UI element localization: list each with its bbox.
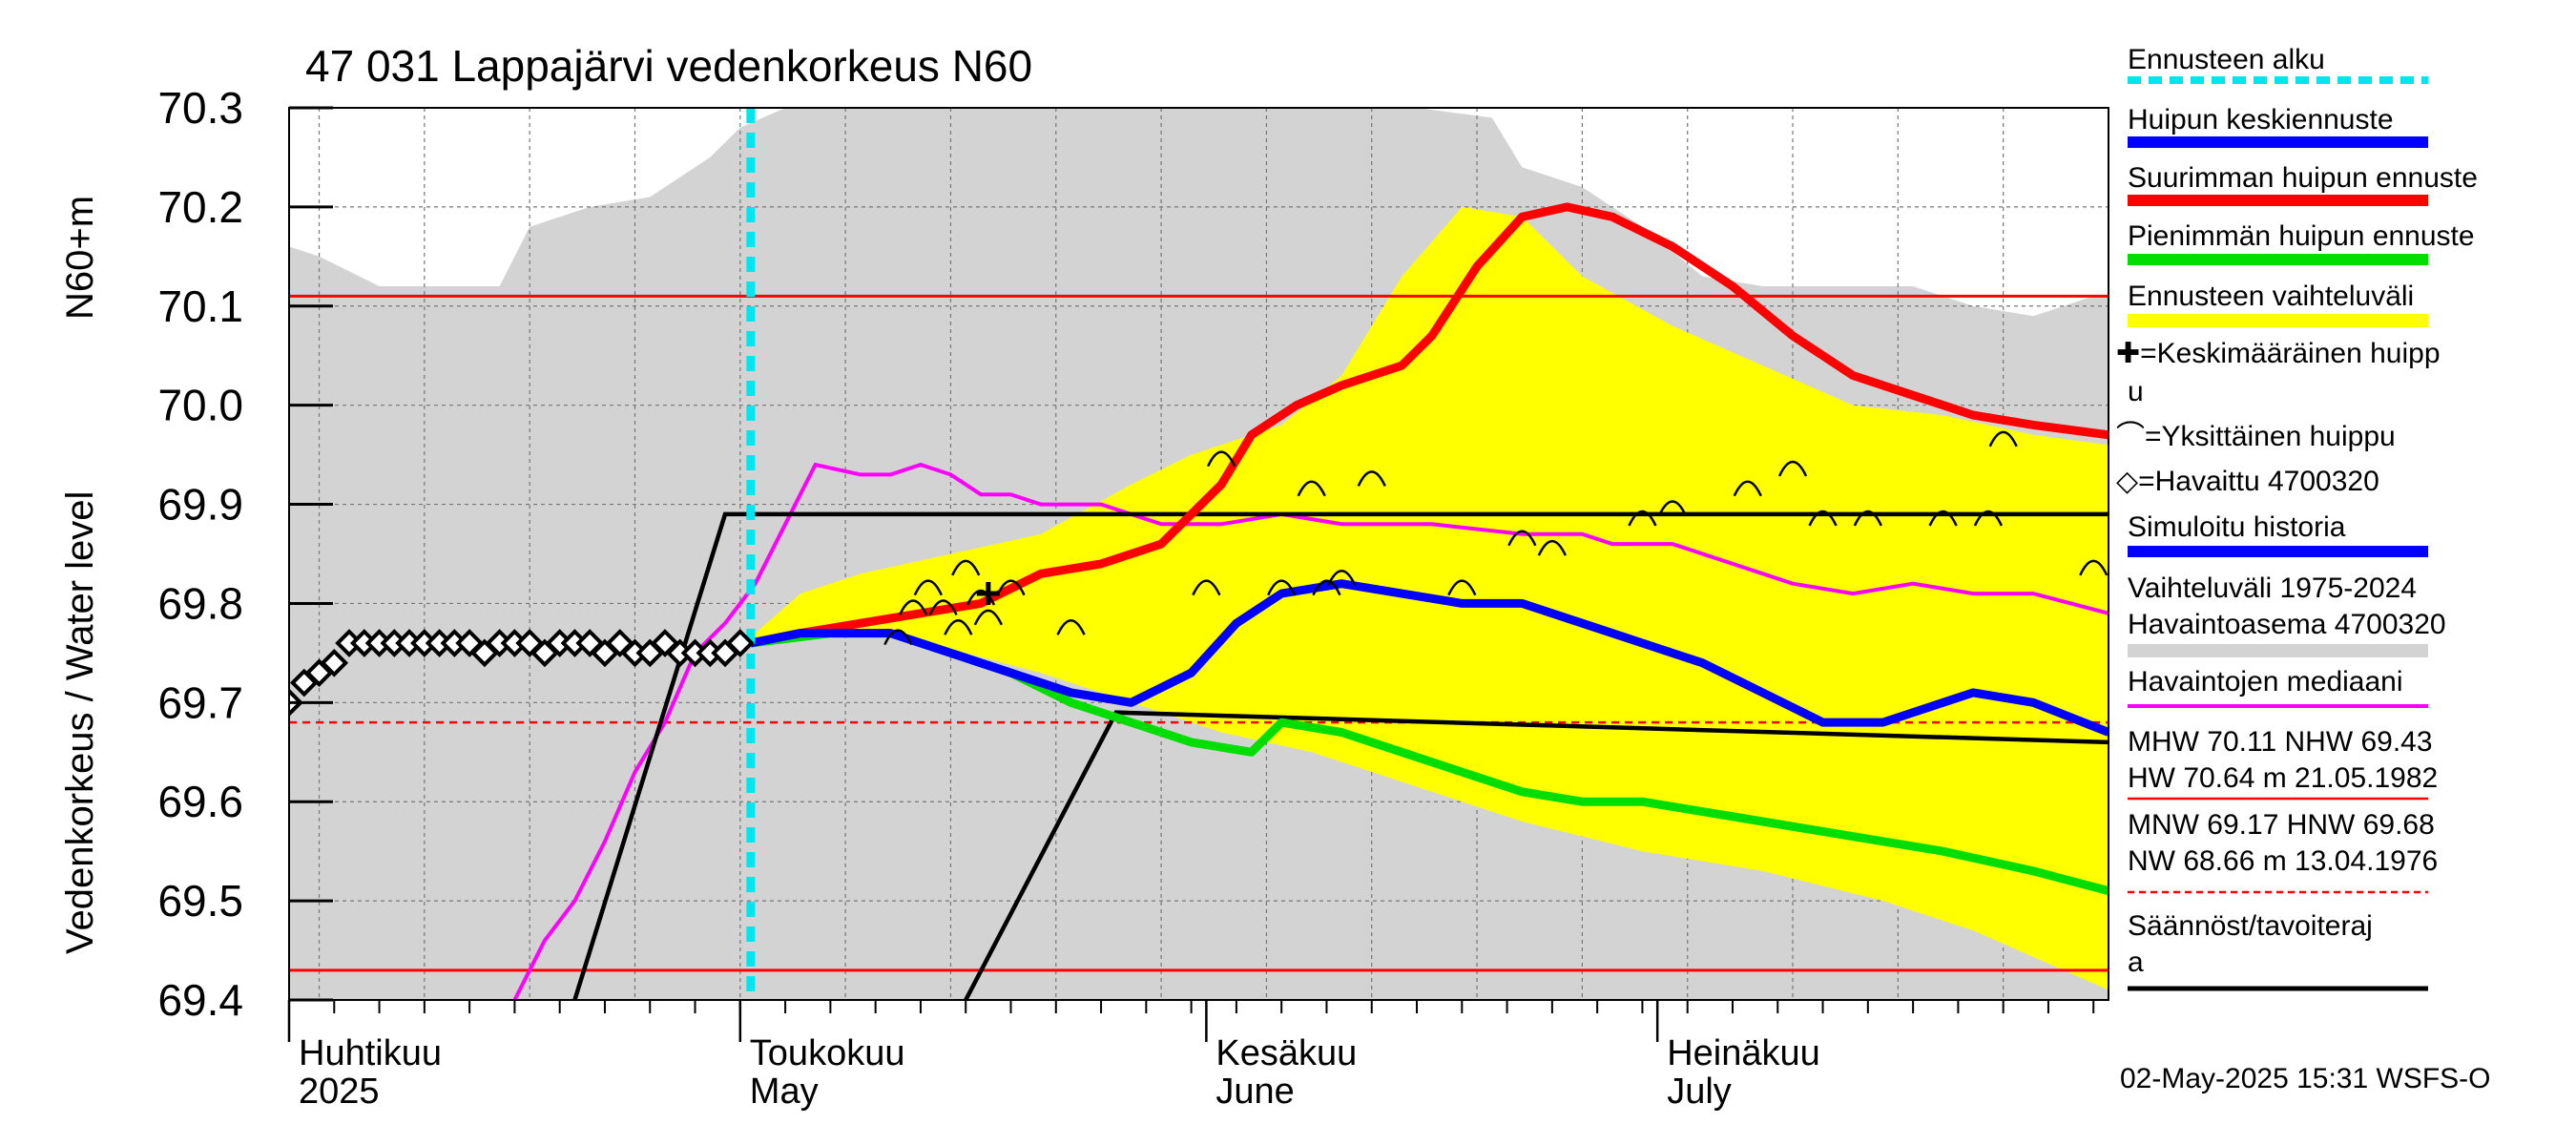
individual-peak-marker <box>1973 510 2004 527</box>
mean-forecast-line <box>749 579 2109 737</box>
observed-point <box>455 629 484 657</box>
x-month-label: Toukokuu <box>750 1033 905 1073</box>
individual-peak-marker <box>996 579 1026 596</box>
individual-peak-marker <box>1447 579 1477 596</box>
individual-peak-marker <box>1733 480 1762 497</box>
legend-mean-peak-label: ✚=Keskimääräinen huipp <box>2116 338 2441 369</box>
legend-rule-label: Säännöst/tavoiteraj <box>2128 910 2373 942</box>
plot-content <box>289 108 2109 1000</box>
mean-peak-marker <box>976 582 1000 606</box>
individual-peak-marker <box>1628 510 1657 527</box>
x-month-label: Kesäkuu <box>1215 1033 1357 1073</box>
legend: Ennusteen alku Huipun keskiennuste Suuri… <box>2116 44 2478 991</box>
legend-forecast-range-label: Ennusteen vaihteluväli <box>2128 281 2414 312</box>
observed-point <box>575 629 605 657</box>
legend-mean-forecast-label: Huipun keskiennuste <box>2128 104 2394 135</box>
individual-peak-marker <box>1988 430 2018 448</box>
individual-peak-marker <box>1267 579 1297 596</box>
legend-hist-range-label-cont: Havaintoasema 4700320 <box>2128 609 2446 640</box>
legend-forecast-start-label: Ennusteen alku <box>2128 44 2325 75</box>
legend-stats-mnw: MNW 69.17 HNW 69.68 <box>2128 809 2435 841</box>
y-tick-label: 69.8 <box>157 578 243 628</box>
individual-peak-marker <box>951 559 981 576</box>
individual-peak-marker <box>1507 530 1537 547</box>
individual-peak-marker <box>1357 470 1386 487</box>
individual-peak-marker <box>1657 500 1688 517</box>
x-month-label: Huhtikuu <box>299 1033 442 1073</box>
observed-point <box>725 629 755 657</box>
legend-min-forecast-label: Pienimmän huipun ennuste <box>2128 220 2475 252</box>
legend-stats-nw: NW 68.66 m 13.04.1976 <box>2128 845 2438 877</box>
y-tick-label: 70.3 <box>157 83 243 133</box>
legend-stats-hw: HW 70.64 m 21.05.1982 <box>2128 762 2438 794</box>
legend-mean-peak-label-cont: u <box>2128 376 2144 407</box>
x-month-label: Heinäkuu <box>1667 1033 1820 1073</box>
individual-peak-marker <box>1297 480 1326 497</box>
individual-peak-marker <box>966 589 996 606</box>
axes: 69.4 69.5 69.6 69.7 69.8 69.9 70.0 70.1 70.2 70.3… <box>157 83 2109 1112</box>
legend-stats-mhw: MHW 70.11 NHW 69.43 <box>2128 726 2433 758</box>
legend-simulated-label: Simuloitu historia <box>2128 511 2346 543</box>
individual-peak-marker <box>1777 460 1808 477</box>
individual-peak-marker <box>1928 510 1958 527</box>
individual-peak-marker <box>898 599 928 615</box>
x-month-sublabel: May <box>750 1072 819 1112</box>
legend-hist-range-label: Vaihteluväli 1975-2024 <box>2128 572 2417 604</box>
legend-max-forecast-label: Suurimman huipun ennuste <box>2128 162 2478 194</box>
individual-peak-marker <box>973 609 1003 626</box>
individual-peak-marker <box>883 629 913 646</box>
y-tick-label: 69.5 <box>157 876 243 926</box>
individual-peak-marker <box>1192 579 1221 596</box>
chart-title: 47 031 Lappajärvi vedenkorkeus N60 <box>305 41 1032 91</box>
legend-single-peak-label: ⌒=Yksittäinen huippu <box>2116 421 2396 452</box>
individual-peak-marker <box>1056 619 1086 635</box>
individual-peak-marker <box>1207 450 1236 468</box>
individual-peak-marker <box>913 579 943 596</box>
legend-rule-label-cont: a <box>2128 947 2144 978</box>
individual-peak-marker <box>928 599 958 615</box>
y-axis-label: Vedenkorkeus / Water level <box>59 491 101 954</box>
y-tick-label: 69.4 <box>157 975 243 1025</box>
observed-point <box>320 648 349 677</box>
y-tick-label: 69.6 <box>157 777 243 826</box>
x-month-sublabel: June <box>1215 1072 1294 1112</box>
individual-peak-marker <box>1537 539 1568 556</box>
y-tick-label: 70.2 <box>157 182 243 232</box>
x-month-sublabel: 2025 <box>299 1072 380 1112</box>
y-axis-unit-label: N60+m <box>59 196 101 320</box>
individual-peak-marker <box>1853 510 1882 527</box>
individual-peak-marker <box>944 619 973 635</box>
individual-peak-marker <box>2079 559 2109 576</box>
legend-median-label: Havaintojen mediaani <box>2128 666 2403 697</box>
individual-peak-marker <box>1327 570 1357 586</box>
y-tick-label: 69.7 <box>157 677 243 727</box>
plot-frame <box>288 107 2109 1001</box>
legend-observed-label: ◇=Havaittu 4700320 <box>2116 466 2379 497</box>
median-line <box>512 462 2109 1000</box>
x-month-sublabel: July <box>1667 1072 1732 1112</box>
y-tick-label: 70.0 <box>157 381 243 430</box>
individual-peak-marker <box>1808 510 1838 527</box>
y-tick-label: 70.1 <box>157 281 243 331</box>
y-tick-label: 69.9 <box>157 480 243 530</box>
legend-hist-range-swatch <box>2128 644 2428 657</box>
individual-peak-marker <box>1312 579 1341 596</box>
footer-timestamp: 02-May-2025 15:31 WSFS-O <box>2120 1063 2491 1094</box>
rule-line-lower <box>964 710 2109 1000</box>
plot-area <box>289 108 2109 1000</box>
